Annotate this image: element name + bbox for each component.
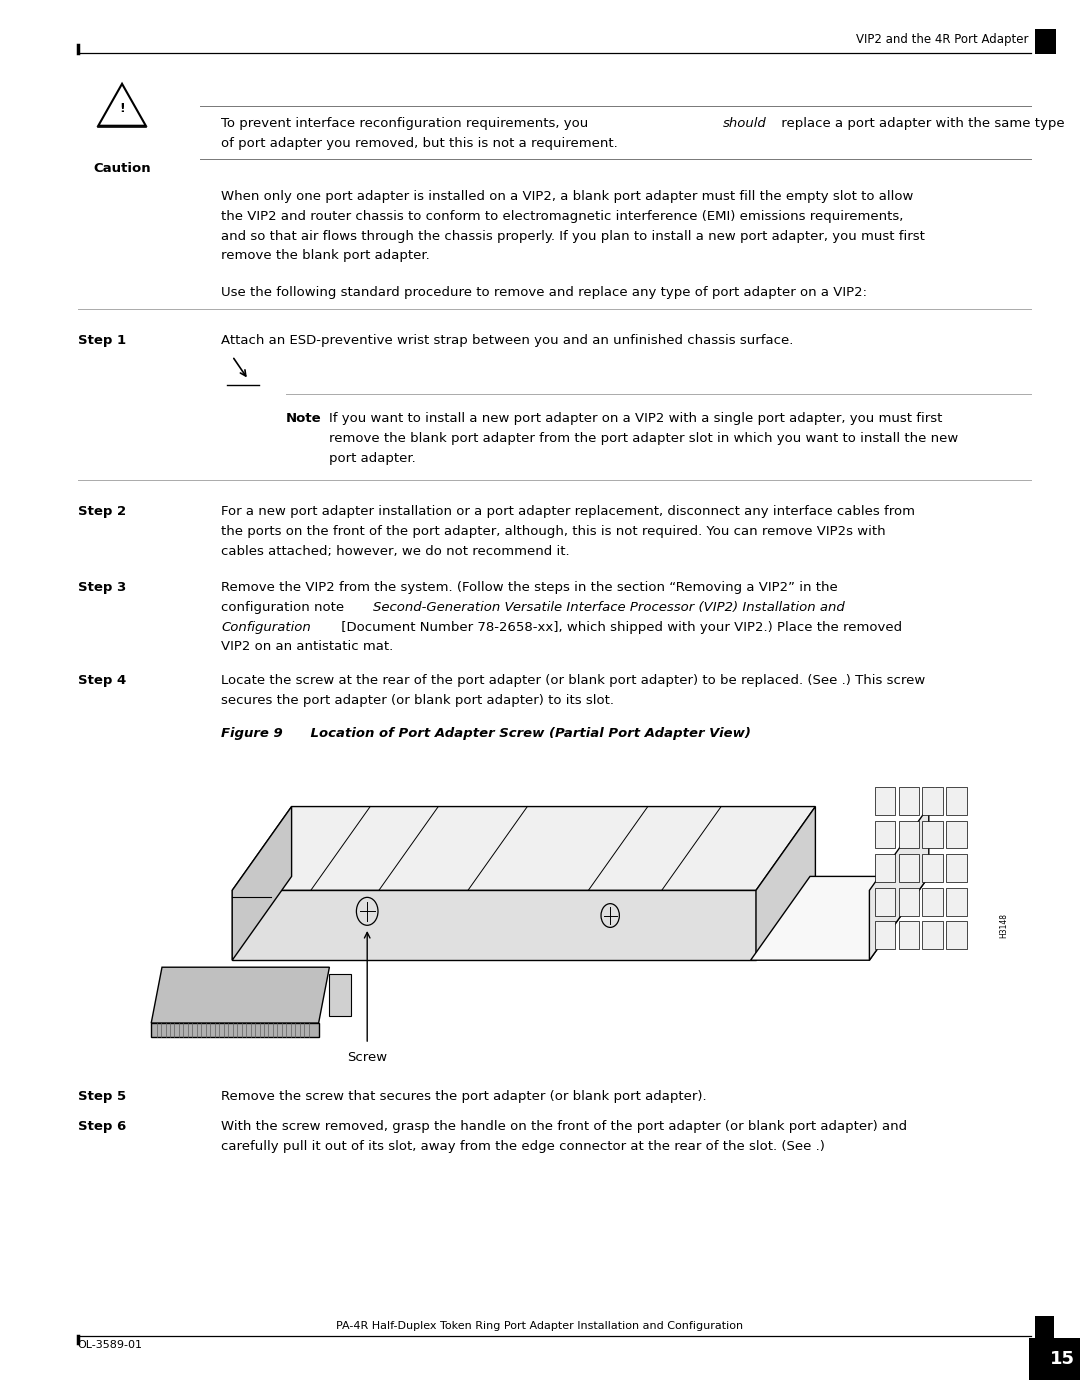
Polygon shape <box>329 974 351 1016</box>
Bar <box>946 820 967 848</box>
Text: If you want to install a new port adapter on a VIP2 with a single port adapter, : If you want to install a new port adapte… <box>329 412 943 425</box>
Text: Step 3: Step 3 <box>78 581 126 594</box>
Bar <box>875 921 895 949</box>
Text: Second-Generation Versatile Interface Processor (VIP2) Installation and: Second-Generation Versatile Interface Pr… <box>373 601 845 613</box>
Text: Screw: Screw <box>347 1051 388 1065</box>
Text: Caution: Caution <box>93 162 151 175</box>
Bar <box>899 787 919 814</box>
Text: [Document Number 78-2658-xx], which shipped with your VIP2.) Place the removed: [Document Number 78-2658-xx], which ship… <box>337 620 902 634</box>
Bar <box>922 820 943 848</box>
Polygon shape <box>869 806 929 960</box>
Polygon shape <box>151 967 329 1023</box>
Text: With the screw removed, grasp the handle on the front of the port adapter (or bl: With the screw removed, grasp the handle… <box>221 1120 907 1133</box>
Polygon shape <box>751 876 929 960</box>
Polygon shape <box>756 806 815 960</box>
Text: Remove the screw that secures the port adapter (or blank port adapter).: Remove the screw that secures the port a… <box>221 1090 707 1104</box>
Bar <box>899 854 919 882</box>
Polygon shape <box>232 806 815 890</box>
Bar <box>1029 1338 1080 1380</box>
Polygon shape <box>232 806 292 960</box>
Bar <box>946 787 967 814</box>
Text: remove the blank port adapter from the port adapter slot in which you want to in: remove the blank port adapter from the p… <box>329 432 959 444</box>
Bar <box>922 787 943 814</box>
Text: carefully pull it out of its slot, away from the edge connector at the rear of t: carefully pull it out of its slot, away … <box>221 1140 825 1153</box>
Bar <box>899 887 919 915</box>
Text: Step 5: Step 5 <box>78 1090 126 1104</box>
Text: Configuration: Configuration <box>221 620 311 634</box>
Text: H3148: H3148 <box>999 912 1008 937</box>
Text: Locate the screw at the rear of the port adapter (or blank port adapter) to be r: Locate the screw at the rear of the port… <box>221 675 926 687</box>
Text: Attach an ESD-preventive wrist strap between you and an unfinished chassis surfa: Attach an ESD-preventive wrist strap bet… <box>221 334 794 346</box>
Text: should: should <box>723 117 767 130</box>
Text: port adapter.: port adapter. <box>329 451 416 465</box>
Bar <box>1035 1316 1054 1338</box>
Polygon shape <box>232 890 756 960</box>
Bar <box>875 787 895 814</box>
Text: OL-3589-01: OL-3589-01 <box>78 1340 143 1350</box>
Text: 15: 15 <box>1050 1351 1076 1368</box>
Text: configuration note: configuration note <box>221 601 349 613</box>
Text: of port adapter you removed, but this is not a requirement.: of port adapter you removed, but this is… <box>221 137 618 149</box>
Text: Step 4: Step 4 <box>78 675 126 687</box>
Bar <box>899 820 919 848</box>
Bar <box>922 854 943 882</box>
Text: PA-4R Half-Duplex Token Ring Port Adapter Installation and Configuration: PA-4R Half-Duplex Token Ring Port Adapte… <box>337 1322 743 1331</box>
Bar <box>875 820 895 848</box>
Text: Step 1: Step 1 <box>78 334 126 346</box>
Text: remove the blank port adapter.: remove the blank port adapter. <box>221 250 430 263</box>
Text: VIP2 on an antistatic mat.: VIP2 on an antistatic mat. <box>221 640 393 654</box>
Text: replace a port adapter with the same type: replace a port adapter with the same typ… <box>777 117 1064 130</box>
Text: Figure 9      Location of Port Adapter Screw (Partial Port Adapter View): Figure 9 Location of Port Adapter Screw … <box>221 726 752 740</box>
Text: When only one port adapter is installed on a VIP2, a blank port adapter must fil: When only one port adapter is installed … <box>221 190 914 203</box>
Bar <box>946 854 967 882</box>
Text: cables attached; however, we do not recommend it.: cables attached; however, we do not reco… <box>221 545 570 557</box>
Bar <box>1035 29 1056 54</box>
Bar <box>899 921 919 949</box>
Polygon shape <box>151 1023 319 1037</box>
Text: Note: Note <box>286 412 322 425</box>
Text: Remove the VIP2 from the system. (Follow the steps in the section “Removing a VI: Remove the VIP2 from the system. (Follow… <box>221 581 838 594</box>
Text: Step 2: Step 2 <box>78 504 126 518</box>
Text: !: ! <box>119 102 125 116</box>
Text: For a new port adapter installation or a port adapter replacement, disconnect an: For a new port adapter installation or a… <box>221 504 916 518</box>
Text: secures the port adapter (or blank port adapter) to its slot.: secures the port adapter (or blank port … <box>221 694 615 707</box>
Text: To prevent interface reconfiguration requirements, you: To prevent interface reconfiguration req… <box>221 117 593 130</box>
Bar <box>875 854 895 882</box>
Text: Step 6: Step 6 <box>78 1120 126 1133</box>
Bar <box>922 921 943 949</box>
Bar <box>946 887 967 915</box>
Bar <box>875 887 895 915</box>
Text: the ports on the front of the port adapter, although, this is not required. You : the ports on the front of the port adapt… <box>221 525 886 538</box>
Text: the VIP2 and router chassis to conform to electromagnetic interference (EMI) emi: the VIP2 and router chassis to conform t… <box>221 210 904 222</box>
Text: and so that air flows through the chassis properly. If you plan to install a new: and so that air flows through the chassi… <box>221 229 926 243</box>
Bar <box>946 921 967 949</box>
Text: Use the following standard procedure to remove and replace any type of port adap: Use the following standard procedure to … <box>221 286 867 299</box>
Bar <box>922 887 943 915</box>
Text: VIP2 and the 4R Port Adapter: VIP2 and the 4R Port Adapter <box>855 34 1028 46</box>
